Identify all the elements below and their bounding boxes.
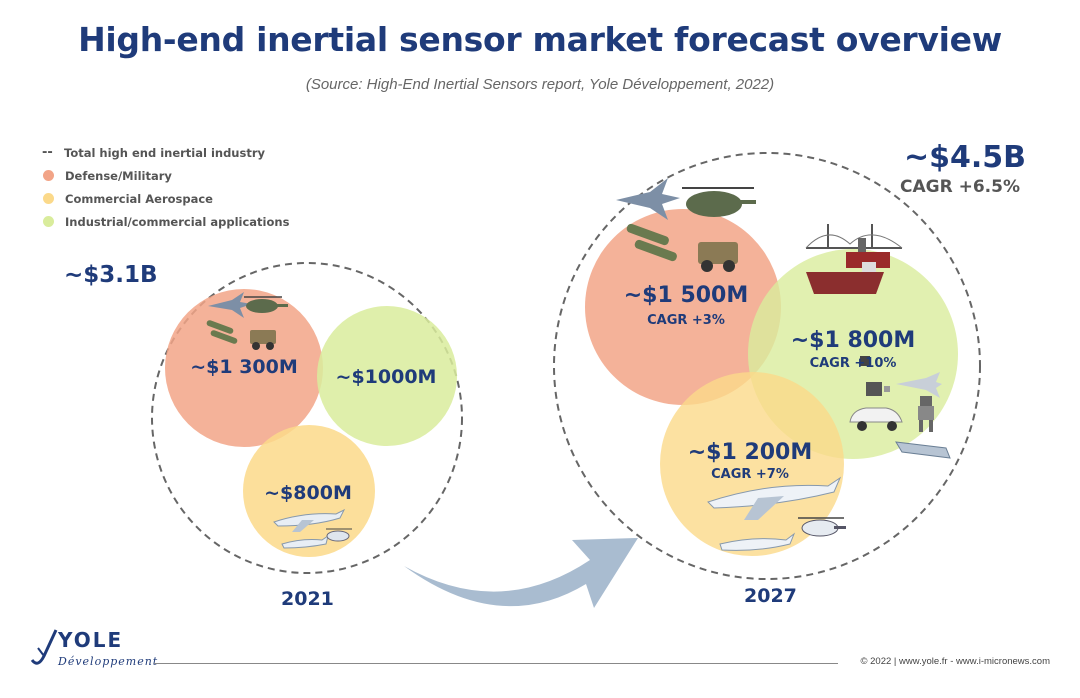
page-title: High-end inertial sensor market forecast… — [78, 20, 1002, 59]
aerospace-cagr-2027: CAGR +7% — [711, 467, 789, 482]
military-vehicle-icon — [698, 242, 738, 272]
fighter-jet-icon — [616, 178, 680, 220]
car-icon — [849, 407, 903, 431]
missile-icon — [206, 320, 238, 344]
year-label-2027: 2027 — [744, 585, 797, 607]
logo-word: YOLE — [58, 628, 124, 652]
missile-icon — [626, 223, 677, 262]
train-icon — [895, 441, 951, 459]
bridge-icon — [805, 224, 903, 249]
defense-value-2027: ~$1 500M — [624, 283, 749, 308]
aerospace-value-2021: ~$800M — [264, 482, 352, 504]
defense-dot-icon — [43, 170, 54, 181]
military-vehicle-icon — [250, 330, 276, 350]
helicopter-icon — [326, 528, 352, 542]
satellite-icon — [866, 382, 890, 396]
page-subtitle: (Source: High-End Inertial Sensors repor… — [305, 76, 775, 93]
airliner-icon — [273, 508, 346, 532]
aerospace-value-2027: ~$1 200M — [688, 440, 813, 465]
total-cagr-2027: CAGR +6.5% — [900, 177, 1020, 197]
ship-icon — [806, 262, 884, 294]
aerospace-dot-icon — [43, 193, 54, 204]
legend-label: Commercial Aerospace — [65, 191, 213, 206]
industrial-value-2021: ~$1000M — [336, 366, 437, 388]
fighter-jet-icon — [896, 372, 942, 398]
growth-arrow — [404, 538, 638, 608]
robot-icon — [918, 396, 934, 432]
total-circle-2021 — [151, 262, 463, 574]
industrial-cagr-2027: CAGR +10% — [810, 356, 897, 371]
industrial-dot-icon — [43, 216, 54, 227]
fighter-jet-icon — [208, 292, 252, 318]
industrial-circle-2021 — [317, 306, 457, 446]
defense-circle-2021 — [165, 289, 323, 447]
industrial-value-2027: ~$1 800M — [791, 328, 916, 353]
oil-rig-icon — [846, 238, 890, 268]
legend-label: Total high end inertial industry — [64, 145, 265, 160]
legend: -- Total high end inertial industry Defe… — [42, 141, 289, 233]
logo-subtitle: Développement — [58, 655, 159, 668]
legend-label: Defense/Military — [65, 168, 172, 183]
yole-logo-icon — [30, 629, 58, 665]
legend-item-industrial: Industrial/commercial applications — [42, 210, 289, 233]
legend-label: Industrial/commercial applications — [65, 214, 290, 229]
aerospace-circle-2027 — [660, 372, 844, 556]
legend-item-defense: Defense/Military — [42, 164, 289, 187]
total-value-2027: ~$4.5B — [904, 140, 1027, 175]
helicopter-icon — [798, 517, 846, 537]
defense-value-2021: ~$1 300M — [190, 356, 298, 378]
footer-copyright: © 2022 | www.yole.fr - www.i-micronews.c… — [860, 656, 1051, 667]
helicopter-icon — [244, 296, 288, 313]
drone-icon — [860, 356, 870, 366]
dashed-line-icon: -- — [42, 144, 53, 160]
total-circle-2027 — [553, 152, 981, 580]
footer-divider — [154, 663, 838, 664]
legend-item-aerospace: Commercial Aerospace — [42, 187, 289, 210]
defense-cagr-2027: CAGR +3% — [647, 313, 725, 328]
business-jet-icon — [719, 532, 796, 551]
helicopter-icon — [682, 187, 756, 217]
business-jet-icon — [281, 534, 329, 549]
legend-item-total: -- Total high end inertial industry — [42, 141, 289, 164]
airliner-icon — [707, 476, 842, 520]
total-value-2021: ~$3.1B — [64, 262, 158, 288]
year-label-2021: 2021 — [281, 588, 334, 610]
